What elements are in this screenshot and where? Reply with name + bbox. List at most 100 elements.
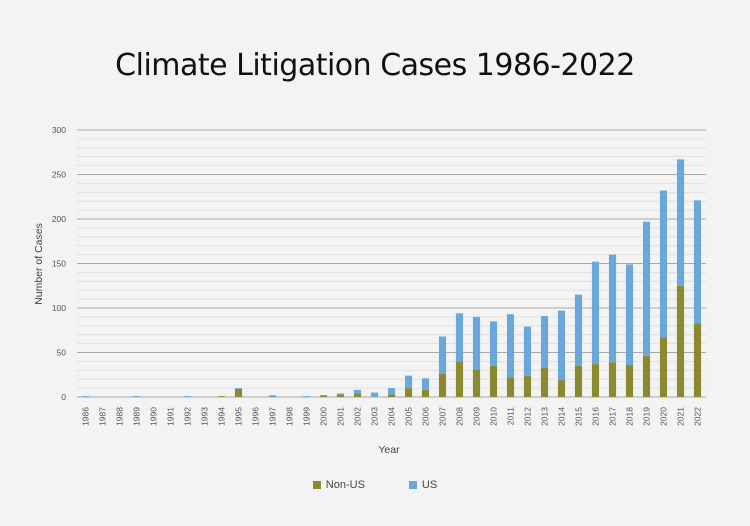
bar-nonus-2008 bbox=[455, 361, 464, 397]
x-tick-label: 2022 bbox=[693, 407, 703, 426]
bar-us-2008 bbox=[455, 313, 464, 362]
bar-us-2009 bbox=[472, 316, 481, 370]
bar-nonus-1995 bbox=[234, 388, 243, 397]
bar-us-2021 bbox=[676, 159, 685, 286]
x-tick-label: 2014 bbox=[557, 407, 567, 426]
bar-nonus-2022 bbox=[693, 323, 702, 397]
gridlines bbox=[77, 129, 706, 398]
bar-us-2015 bbox=[574, 294, 583, 366]
bar-nonus-2013 bbox=[540, 367, 549, 397]
x-tick-label: 1995 bbox=[234, 407, 244, 426]
bar-us-2007 bbox=[438, 336, 447, 374]
x-tick-label: 2008 bbox=[455, 407, 465, 426]
bar-us-2022 bbox=[693, 200, 702, 324]
legend-swatch-us bbox=[408, 481, 417, 489]
bar-nonus-2018 bbox=[625, 364, 634, 397]
bar-us-2006 bbox=[421, 378, 430, 390]
y-tick-label: 150 bbox=[52, 259, 66, 269]
bar-nonus-2002 bbox=[353, 393, 362, 397]
legend-item-non-us: Non-US bbox=[312, 479, 365, 491]
bar-us-2018 bbox=[625, 264, 634, 365]
x-tick-label: 1998 bbox=[285, 407, 295, 426]
bar-nonus-2000 bbox=[319, 395, 328, 397]
bar-us-2014 bbox=[557, 310, 566, 381]
chart-title: Climate Litigation Cases 1986-2022 bbox=[115, 48, 635, 83]
bar-nonus-2021 bbox=[676, 285, 685, 397]
y-axis-label: Number of Cases bbox=[33, 223, 45, 305]
bar-nonus-2004 bbox=[387, 394, 396, 397]
x-tick-label: 2020 bbox=[659, 407, 669, 426]
bar-us-2012 bbox=[523, 326, 532, 376]
bar-us-2004 bbox=[387, 388, 396, 395]
bar-nonus-2010 bbox=[489, 365, 498, 397]
bar-nonus-1994 bbox=[217, 396, 226, 397]
x-tick-label: 1994 bbox=[217, 407, 227, 426]
bar-nonus-2011 bbox=[506, 377, 515, 397]
bar-nonus-2019 bbox=[642, 356, 651, 397]
y-tick-label: 100 bbox=[52, 303, 66, 313]
x-tick-label: 2001 bbox=[336, 407, 346, 426]
x-tick-label: 2006 bbox=[421, 407, 431, 426]
bar-us-2019 bbox=[642, 221, 651, 357]
x-tick-label: 2005 bbox=[404, 407, 414, 426]
legend-label-non-us: Non-US bbox=[325, 479, 365, 491]
bar-nonus-2014 bbox=[557, 380, 566, 397]
x-tick-label: 2017 bbox=[608, 407, 618, 426]
x-tick-label: 1991 bbox=[166, 407, 176, 426]
x-tick-label: 2018 bbox=[625, 407, 635, 426]
bar-nonus-2005 bbox=[404, 388, 413, 397]
bar-us-2003 bbox=[370, 392, 379, 397]
x-tick-label: 2016 bbox=[591, 407, 601, 426]
bar-us-2005 bbox=[404, 375, 413, 389]
bar-us-1989 bbox=[132, 396, 141, 397]
bar-nonus-2012 bbox=[523, 375, 532, 397]
bar-us-2016 bbox=[591, 261, 600, 365]
bar-nonus-2020 bbox=[659, 337, 668, 397]
x-axis-ticks: 1986 1987 1988 1989 1990 1991 1992 1993 1994 1995… bbox=[81, 407, 703, 426]
bar-us-1986 bbox=[81, 396, 90, 397]
bar-nonus-2006 bbox=[421, 389, 430, 397]
x-tick-label: 2003 bbox=[370, 407, 380, 426]
bar-nonus-2001 bbox=[336, 394, 345, 397]
bar-nonus-2007 bbox=[438, 373, 447, 397]
x-tick-label: 1989 bbox=[132, 407, 142, 426]
x-tick-label: 2009 bbox=[472, 407, 482, 426]
x-tick-label: 1997 bbox=[268, 407, 278, 426]
y-tick-label: 250 bbox=[52, 170, 66, 180]
x-tick-label: 2013 bbox=[540, 407, 550, 426]
x-tick-label: 1992 bbox=[183, 407, 193, 426]
bar-us-2020 bbox=[659, 190, 668, 338]
x-tick-label: 2002 bbox=[353, 407, 363, 426]
x-tick-label: 2019 bbox=[642, 407, 652, 426]
y-tick-label: 200 bbox=[52, 214, 66, 224]
bar-nonus-2016 bbox=[591, 364, 600, 397]
x-tick-label: 1996 bbox=[251, 407, 261, 426]
bar-us-1992 bbox=[183, 396, 192, 397]
x-axis-label: Year bbox=[378, 444, 400, 456]
x-tick-label: 2010 bbox=[489, 407, 499, 426]
x-tick-label: 1987 bbox=[98, 407, 108, 426]
x-tick-label: 2004 bbox=[387, 407, 397, 426]
bar-us-1999 bbox=[302, 396, 311, 397]
bar-us-2001 bbox=[336, 393, 345, 395]
bars bbox=[81, 159, 702, 397]
legend-swatch-non-us bbox=[312, 481, 321, 489]
x-tick-label: 1990 bbox=[149, 407, 159, 426]
y-tick-label: 0 bbox=[61, 392, 66, 402]
y-tick-label: 50 bbox=[57, 348, 67, 358]
bar-nonus-2017 bbox=[608, 362, 617, 397]
bar-us-2010 bbox=[489, 321, 498, 366]
x-tick-label: 2012 bbox=[523, 407, 533, 426]
bar-nonus-2009 bbox=[472, 369, 481, 397]
bar-us-1995 bbox=[234, 388, 243, 389]
x-tick-label: 1988 bbox=[115, 407, 125, 426]
x-tick-label: 1986 bbox=[81, 407, 91, 426]
bar-us-2017 bbox=[608, 254, 617, 363]
x-tick-label: 2011 bbox=[506, 407, 516, 426]
legend-label-us: US bbox=[421, 479, 438, 491]
x-tick-label: 1993 bbox=[200, 407, 210, 426]
bar-nonus-2015 bbox=[574, 365, 583, 397]
y-tick-label: 300 bbox=[52, 125, 66, 135]
y-axis-ticks: 0 50 100 150 200 250 300 bbox=[52, 125, 66, 402]
